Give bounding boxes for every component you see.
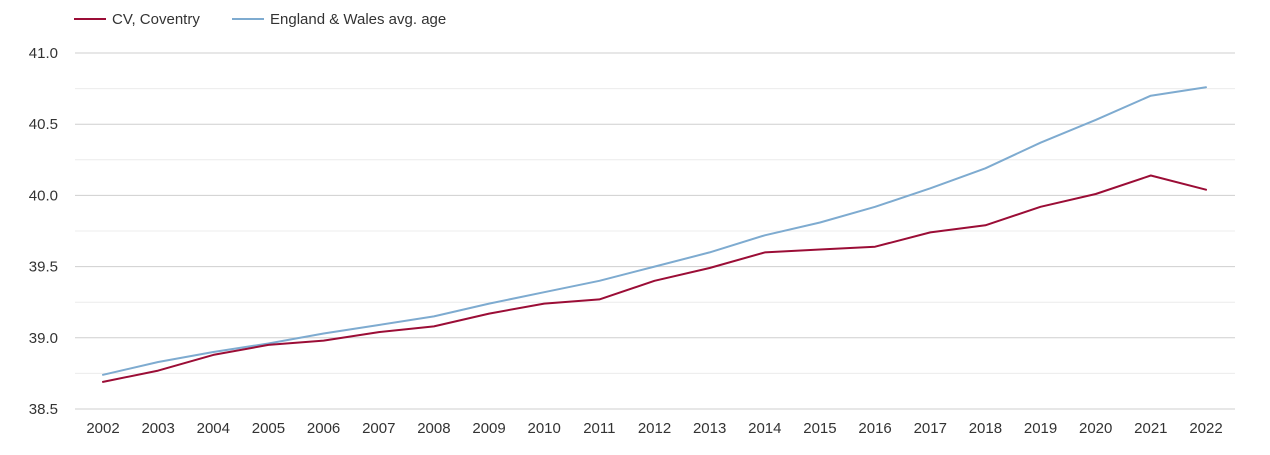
x-tick-label: 2012 xyxy=(638,420,671,437)
data-point-coventry[interactable] xyxy=(982,222,988,228)
data-point-england-wales[interactable] xyxy=(1093,117,1099,123)
x-tick-label: 2010 xyxy=(528,420,561,437)
x-tick-label: 2022 xyxy=(1189,420,1222,437)
data-point-coventry[interactable] xyxy=(431,323,437,329)
x-tick-label: 2006 xyxy=(307,420,340,437)
x-tick-label: 2005 xyxy=(252,420,285,437)
series-line-coventry[interactable] xyxy=(102,174,1207,383)
x-tick-label: 2015 xyxy=(803,420,836,437)
x-tick-label: 2017 xyxy=(914,420,947,437)
y-axis-ticks: 41.0 40.5 40.0 39.5 39.0 38.5 xyxy=(29,45,58,418)
y-tick-label: 40.0 xyxy=(29,187,58,204)
data-point-england-wales[interactable] xyxy=(1203,84,1209,90)
x-tick-label: 2009 xyxy=(472,420,505,437)
x-tick-label: 2003 xyxy=(141,420,174,437)
data-point-coventry[interactable] xyxy=(1093,191,1099,197)
series-line-england-wales[interactable] xyxy=(102,86,1207,376)
x-tick-label: 2013 xyxy=(693,420,726,437)
gridlines xyxy=(75,52,1235,410)
y-tick-label: 39.5 xyxy=(29,259,58,276)
series-lines xyxy=(100,84,1209,385)
data-point-coventry[interactable] xyxy=(541,301,547,307)
data-point-coventry[interactable] xyxy=(100,379,106,385)
x-tick-label: 2019 xyxy=(1024,420,1057,437)
data-point-england-wales[interactable] xyxy=(321,331,327,337)
data-point-coventry[interactable] xyxy=(376,329,382,335)
y-tick-label: 38.5 xyxy=(29,401,58,418)
data-point-england-wales[interactable] xyxy=(541,289,547,295)
data-point-coventry[interactable] xyxy=(1148,172,1154,178)
data-point-coventry[interactable] xyxy=(321,338,327,344)
y-tick-label: 40.5 xyxy=(29,116,58,133)
x-tick-label: 2007 xyxy=(362,420,395,437)
data-point-england-wales[interactable] xyxy=(872,204,878,210)
x-tick-label: 2002 xyxy=(86,420,119,437)
x-tick-label: 2018 xyxy=(969,420,1002,437)
legend-label-coventry: CV, Coventry xyxy=(112,11,200,28)
data-point-coventry[interactable] xyxy=(817,247,823,253)
data-point-coventry[interactable] xyxy=(872,244,878,250)
data-point-england-wales[interactable] xyxy=(817,219,823,225)
data-point-england-wales[interactable] xyxy=(100,372,106,378)
data-point-england-wales[interactable] xyxy=(431,313,437,319)
legend-label-england-wales: England & Wales avg. age xyxy=(270,11,446,28)
data-point-england-wales[interactable] xyxy=(652,264,658,270)
x-tick-label: 2021 xyxy=(1134,420,1167,437)
data-point-coventry[interactable] xyxy=(707,265,713,271)
legend-item-england-wales[interactable]: England & Wales avg. age xyxy=(232,11,446,28)
data-point-coventry[interactable] xyxy=(155,368,161,374)
data-point-england-wales[interactable] xyxy=(982,165,988,171)
data-point-england-wales[interactable] xyxy=(762,232,768,238)
data-point-england-wales[interactable] xyxy=(596,278,602,284)
data-point-england-wales[interactable] xyxy=(927,185,933,191)
x-tick-label: 2008 xyxy=(417,420,450,437)
data-point-coventry[interactable] xyxy=(210,352,216,358)
x-tick-label: 2020 xyxy=(1079,420,1112,437)
data-point-coventry[interactable] xyxy=(265,342,271,348)
y-tick-label: 39.0 xyxy=(29,330,58,347)
data-point-england-wales[interactable] xyxy=(707,249,713,255)
data-point-coventry[interactable] xyxy=(596,296,602,302)
data-point-england-wales[interactable] xyxy=(486,301,492,307)
data-point-england-wales[interactable] xyxy=(1038,140,1044,146)
x-tick-label: 2016 xyxy=(858,420,891,437)
data-point-coventry[interactable] xyxy=(1038,204,1044,210)
data-point-coventry[interactable] xyxy=(652,278,658,284)
legend-item-coventry[interactable]: CV, Coventry xyxy=(74,11,200,28)
legend: CV, Coventry England & Wales avg. age xyxy=(74,11,446,28)
data-point-coventry[interactable] xyxy=(762,249,768,255)
data-point-england-wales[interactable] xyxy=(1148,93,1154,99)
y-tick-label: 41.0 xyxy=(29,45,58,62)
data-point-england-wales[interactable] xyxy=(376,322,382,328)
data-point-england-wales[interactable] xyxy=(155,359,161,365)
data-point-coventry[interactable] xyxy=(1203,187,1209,193)
data-point-coventry[interactable] xyxy=(927,229,933,235)
x-tick-label: 2014 xyxy=(748,420,781,437)
x-axis-ticks: 2002 2003 2004 2005 2006 2007 2008 2009 2010 2011… xyxy=(86,420,1222,437)
x-tick-label: 2004 xyxy=(197,420,230,437)
data-point-coventry[interactable] xyxy=(486,311,492,317)
x-tick-label: 2011 xyxy=(583,420,615,437)
